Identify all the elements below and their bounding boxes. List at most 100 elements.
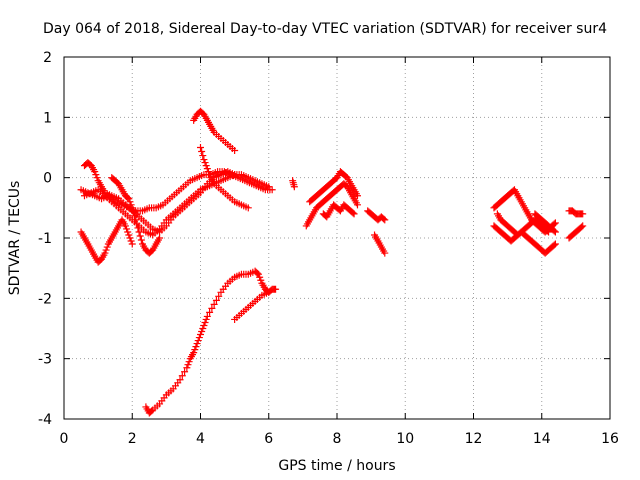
data-point [198, 148, 206, 156]
series-track-t [565, 207, 587, 218]
data-point [93, 174, 101, 182]
data-point [255, 270, 263, 278]
x-tick-label: 4 [196, 431, 205, 447]
y-tick-label: -3 [38, 352, 52, 368]
series-track-g [197, 144, 252, 212]
data-point [551, 240, 559, 248]
data-point [206, 308, 214, 316]
data-point [550, 227, 558, 235]
data-point [195, 334, 203, 342]
data-point [208, 304, 216, 312]
y-tick-labels: -4 -3 -2 -1 0 1 2 [38, 50, 52, 428]
data-point [128, 204, 136, 212]
data-point [91, 168, 99, 176]
data-point [126, 234, 134, 242]
data-point [125, 231, 133, 239]
series-track-e [108, 174, 164, 257]
data-point [203, 312, 211, 320]
data-point [199, 152, 207, 160]
series-track-j [289, 177, 298, 191]
data-point [290, 183, 298, 191]
y-tick-label: -4 [38, 412, 52, 428]
data-point [103, 243, 111, 251]
data-point [265, 288, 273, 296]
x-tick-label: 12 [465, 431, 483, 447]
data-point [353, 201, 361, 209]
data-point [184, 361, 192, 369]
data-point [579, 210, 587, 218]
data-point [148, 407, 156, 415]
data-point [215, 292, 223, 300]
data-point [206, 171, 214, 179]
data-point [244, 204, 252, 212]
series-track-q [490, 222, 559, 257]
x-axis-label: GPS time / hours [278, 458, 395, 474]
data-points [77, 107, 587, 417]
data-point [181, 368, 189, 376]
data-point [200, 321, 208, 329]
data-point [178, 372, 186, 380]
data-point [137, 236, 145, 244]
data-point [127, 237, 135, 245]
y-tick-label: -1 [38, 231, 52, 247]
data-point [543, 227, 551, 235]
data-point [381, 249, 389, 257]
series-track-i [231, 288, 273, 323]
chart-title: Day 064 of 2018, Sidereal Day-to-day VTE… [43, 21, 607, 37]
data-point [176, 376, 184, 384]
x-tick-label: 16 [601, 431, 619, 447]
data-point [135, 228, 143, 236]
data-point [136, 232, 144, 240]
data-point [121, 222, 129, 230]
data-point [253, 269, 261, 277]
data-point [156, 234, 164, 242]
data-point [191, 346, 199, 354]
data-point [210, 300, 218, 308]
data-point [183, 364, 191, 372]
data-point [350, 210, 358, 218]
y-tick-label: 1 [43, 110, 52, 126]
data-point [124, 228, 132, 236]
data-point [381, 216, 389, 224]
y-tick-label: 0 [43, 171, 52, 187]
x-tick-labels: 0 2 4 6 8 10 12 14 16 [60, 431, 619, 447]
data-point [265, 183, 273, 191]
data-point [102, 246, 110, 254]
data-point [204, 168, 212, 176]
series-track-n [364, 207, 389, 224]
series-track-f [190, 107, 239, 155]
data-point [551, 219, 559, 227]
series-track-l [306, 168, 361, 206]
x-tick-label: 2 [128, 431, 137, 447]
series-track-r [493, 210, 553, 239]
data-point [124, 194, 132, 202]
data-point [202, 315, 210, 323]
data-point [198, 328, 206, 336]
data-point [123, 225, 131, 233]
data-point [550, 220, 558, 228]
data-point [92, 171, 100, 179]
series-track-d [80, 171, 273, 239]
data-point [197, 331, 204, 339]
data-point [192, 343, 200, 351]
data-point [128, 240, 136, 248]
series-track-c [77, 216, 136, 266]
series-track-o [371, 231, 389, 257]
axis-ticks [63, 56, 611, 420]
data-point [131, 212, 139, 220]
y-tick-label: -2 [38, 291, 52, 307]
x-tick-label: 10 [396, 431, 414, 447]
y-tick-label: 2 [43, 50, 52, 66]
x-tick-label: 8 [333, 431, 342, 447]
x-tick-label: 6 [264, 431, 273, 447]
data-point [185, 358, 193, 366]
data-point [256, 273, 264, 281]
data-point [197, 144, 204, 151]
data-point [190, 349, 198, 357]
series-track-h [142, 267, 280, 417]
data-point [578, 223, 586, 231]
data-point [132, 216, 140, 224]
data-point [349, 209, 357, 217]
data-point [268, 186, 276, 194]
